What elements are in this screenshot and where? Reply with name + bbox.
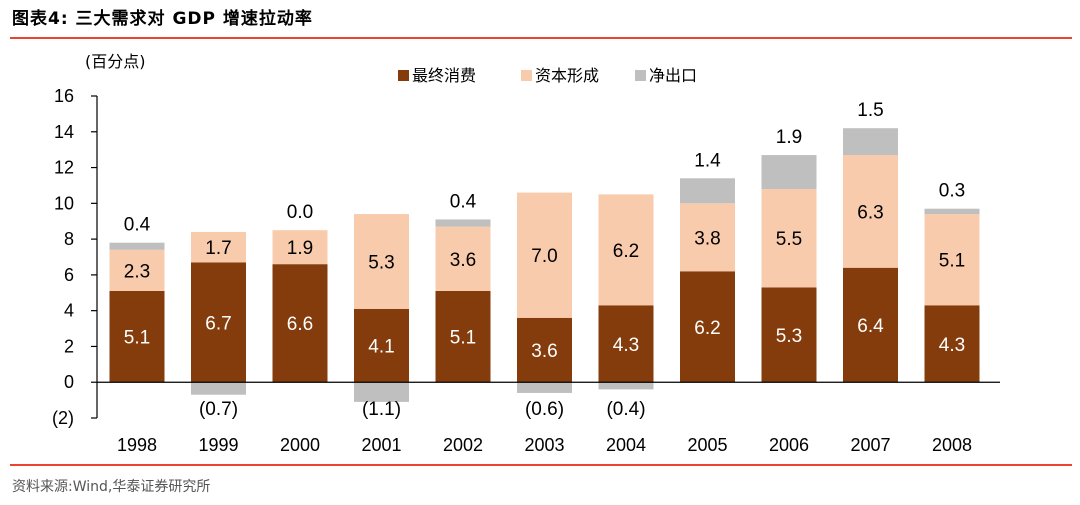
y-tick-label: 0 [64, 372, 74, 392]
bar-capital [761, 189, 817, 288]
data-label-capital: 5.1 [939, 251, 965, 272]
x-tick-label: 1998 [117, 435, 157, 455]
legend-label-capital: 资本形成 [535, 66, 599, 85]
data-label-capital: 1.9 [287, 238, 313, 259]
legend-swatch-capital [521, 70, 532, 81]
x-tick-label: 2005 [687, 435, 727, 455]
data-label-consumption: 5.1 [124, 328, 150, 349]
bar-consumption [435, 290, 491, 383]
bar-consumption [924, 305, 980, 383]
data-label-net-export: 0.4 [450, 191, 477, 212]
data-label-net-export: 1.5 [857, 100, 883, 121]
bar-consumption [109, 290, 165, 383]
y-tick-label: 4 [64, 301, 74, 321]
data-label-capital: 6.3 [857, 202, 883, 223]
bar-consumption [843, 267, 898, 383]
data-label-capital: 5.3 [368, 252, 394, 273]
bar-consumption [272, 264, 328, 383]
bar-consumption [517, 317, 572, 383]
bar-net-export [109, 242, 165, 250]
bar-consumption [354, 308, 409, 383]
chart-title: 图表4: 三大需求对 GDP 增速拉动率 [12, 9, 313, 29]
x-tick-label: 2007 [850, 435, 890, 455]
bar-consumption [680, 271, 735, 383]
data-label-capital: 3.8 [694, 228, 720, 249]
data-label-consumption: 5.3 [776, 326, 802, 347]
data-label-capital: 7.0 [531, 246, 557, 267]
y-tick-label: 10 [54, 193, 74, 213]
bar-capital [924, 214, 980, 306]
data-label-net-export: (1.1) [362, 399, 401, 420]
y-tick-label: 2 [64, 336, 74, 356]
bar-net-export [843, 128, 898, 156]
y-tick-label: 16 [54, 86, 74, 106]
bar-net-export [435, 219, 491, 227]
legend-label-net-export: 净出口 [649, 66, 697, 85]
data-label-capital: 1.7 [205, 238, 231, 259]
data-label-net-export: 1.9 [776, 127, 802, 148]
data-label-capital: 3.6 [450, 250, 476, 271]
data-label-net-export: 0.0 [287, 202, 313, 223]
data-label-consumption: 5.1 [450, 328, 476, 349]
data-label-consumption: 6.4 [857, 316, 884, 337]
bar-capital [598, 194, 654, 306]
bar-capital [354, 214, 409, 309]
data-label-capital: 5.5 [776, 229, 802, 250]
x-tick-label: 2004 [606, 435, 646, 455]
data-label-net-export: (0.7) [199, 399, 238, 420]
data-label-consumption: 3.6 [531, 341, 557, 362]
data-label-capital: 6.2 [613, 241, 639, 262]
bar-capital [109, 249, 165, 291]
legend-swatch-consumption [398, 70, 409, 81]
bar-net-export [354, 382, 409, 402]
bar-net-export [191, 382, 246, 395]
x-tick-label: 2006 [769, 435, 809, 455]
data-label-consumption: 6.6 [287, 314, 313, 335]
data-label-consumption: 6.2 [694, 318, 720, 339]
x-tick-label: 2001 [361, 435, 401, 455]
bar-capital [517, 192, 572, 318]
bar-net-export [680, 178, 735, 204]
x-tick-label: 2000 [280, 435, 320, 455]
bar-net-export [924, 208, 980, 215]
y-tick-label: 14 [54, 122, 74, 142]
bar-capital [680, 203, 735, 272]
bar-consumption [598, 305, 654, 383]
data-label-consumption: 6.7 [205, 313, 231, 334]
source-note: 资料来源:Wind,华泰证券研究所 [12, 479, 211, 495]
x-tick-label: 2008 [932, 435, 972, 455]
y-tick-label: (2) [52, 408, 74, 428]
data-label-net-export: 0.3 [939, 181, 965, 202]
bar-net-export [761, 155, 817, 190]
bar-net-export [598, 382, 654, 390]
y-axis-unit-label: (百分点) [85, 52, 146, 71]
x-tick-label: 2002 [443, 435, 483, 455]
legend-label-consumption: 最终消费 [412, 66, 476, 85]
bar-net-export [517, 382, 572, 393]
data-label-consumption: 4.1 [368, 337, 394, 358]
data-label-capital: 2.3 [124, 261, 150, 282]
data-label-net-export: (0.4) [606, 399, 645, 420]
data-label-net-export: 0.4 [124, 215, 151, 236]
y-tick-label: 6 [64, 265, 74, 285]
y-tick-label: 8 [64, 229, 74, 249]
data-label-consumption: 4.3 [939, 335, 965, 356]
y-tick-label: 12 [54, 158, 74, 178]
data-label-net-export: (0.6) [525, 399, 564, 420]
bar-capital [191, 231, 246, 263]
bar-capital [843, 155, 898, 268]
bar-consumption [191, 262, 246, 383]
x-tick-label: 1999 [198, 435, 238, 455]
footer-divider [10, 464, 1072, 466]
bar-capital [272, 230, 328, 265]
data-label-consumption: 4.3 [613, 335, 639, 356]
title-divider [10, 37, 1072, 39]
legend-swatch-net-export [635, 70, 646, 81]
data-label-net-export: 1.4 [694, 150, 721, 171]
x-tick-label: 2003 [524, 435, 564, 455]
bar-capital [435, 226, 491, 291]
bar-consumption [761, 287, 817, 383]
